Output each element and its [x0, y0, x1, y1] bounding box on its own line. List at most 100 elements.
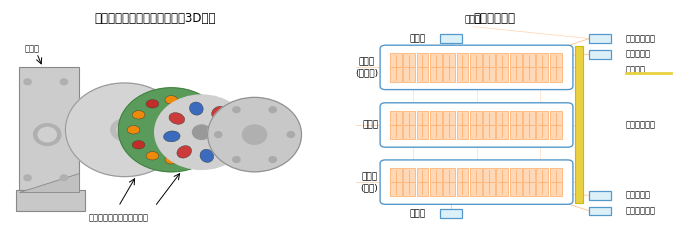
Bar — [510, 53, 522, 82]
Text: アキシャルギャップモータ: アキシャルギャップモータ — [88, 214, 148, 223]
Text: 回転子: 回転子 — [362, 120, 378, 130]
Ellipse shape — [203, 126, 216, 134]
Bar — [430, 111, 442, 139]
Bar — [390, 111, 402, 139]
Ellipse shape — [198, 140, 210, 149]
Ellipse shape — [165, 156, 177, 164]
Circle shape — [117, 124, 132, 136]
Circle shape — [33, 124, 61, 146]
Text: ベアリング: ベアリング — [626, 191, 651, 200]
Bar — [483, 168, 495, 196]
Ellipse shape — [211, 106, 226, 119]
Bar — [549, 168, 562, 196]
Circle shape — [160, 122, 182, 138]
Circle shape — [111, 119, 138, 141]
Bar — [549, 111, 562, 139]
Bar — [456, 111, 469, 139]
Circle shape — [24, 79, 31, 85]
Circle shape — [61, 175, 67, 181]
FancyBboxPatch shape — [380, 103, 573, 147]
Ellipse shape — [184, 152, 197, 160]
Bar — [483, 53, 495, 82]
Bar — [441, 209, 462, 218]
Bar — [456, 168, 469, 196]
Circle shape — [192, 125, 211, 140]
Text: シャフト: シャフト — [626, 65, 646, 74]
FancyBboxPatch shape — [302, 2, 680, 248]
Ellipse shape — [132, 140, 145, 149]
FancyBboxPatch shape — [16, 190, 85, 212]
Ellipse shape — [163, 131, 180, 142]
Ellipse shape — [132, 110, 145, 119]
Circle shape — [118, 88, 224, 172]
Bar — [590, 50, 611, 58]
Bar — [403, 168, 415, 196]
Text: ケース: ケース — [409, 34, 426, 43]
Ellipse shape — [146, 152, 159, 160]
Text: アキシャルギャップモータの3D形状: アキシャルギャップモータの3D形状 — [94, 12, 216, 25]
Bar — [390, 168, 402, 196]
Bar — [537, 111, 548, 139]
Text: ケース: ケース — [409, 209, 426, 218]
Bar — [549, 53, 562, 82]
Bar — [575, 46, 583, 203]
Bar — [590, 206, 611, 215]
Circle shape — [233, 157, 240, 162]
Circle shape — [24, 175, 31, 181]
Bar — [483, 111, 495, 139]
Circle shape — [243, 125, 267, 144]
Ellipse shape — [165, 96, 177, 104]
Bar — [430, 168, 442, 196]
Circle shape — [233, 107, 240, 112]
Bar — [496, 53, 509, 82]
Bar — [390, 53, 402, 82]
Ellipse shape — [146, 100, 159, 108]
FancyBboxPatch shape — [18, 68, 79, 192]
Text: 固定子
(負荷側): 固定子 (負荷側) — [355, 57, 378, 78]
Bar — [523, 53, 535, 82]
Text: ミドルケース: ミドルケース — [626, 120, 656, 130]
Ellipse shape — [169, 112, 185, 124]
Bar — [537, 53, 548, 82]
Bar — [496, 168, 509, 196]
Bar — [443, 111, 455, 139]
Ellipse shape — [218, 140, 234, 152]
Circle shape — [207, 98, 301, 172]
Bar — [590, 191, 611, 200]
Bar — [417, 168, 428, 196]
Bar — [403, 111, 415, 139]
Circle shape — [287, 132, 294, 138]
Circle shape — [269, 157, 276, 162]
Bar — [510, 168, 522, 196]
Bar — [470, 168, 481, 196]
FancyBboxPatch shape — [0, 2, 312, 248]
Text: シャフト先端: シャフト先端 — [626, 206, 656, 216]
Circle shape — [65, 83, 184, 176]
Bar — [456, 53, 469, 82]
Bar — [537, 168, 548, 196]
Bar — [590, 34, 611, 43]
Ellipse shape — [184, 100, 197, 108]
Text: 熱回路モデル: 熱回路モデル — [474, 12, 515, 25]
Bar — [417, 111, 428, 139]
FancyBboxPatch shape — [380, 45, 573, 90]
FancyBboxPatch shape — [380, 160, 573, 204]
Bar — [443, 53, 455, 82]
Bar — [417, 53, 428, 82]
Ellipse shape — [190, 102, 203, 115]
Bar — [496, 111, 509, 139]
Ellipse shape — [200, 149, 214, 162]
Bar — [430, 53, 442, 82]
Ellipse shape — [177, 146, 192, 158]
Text: シャフト先端: シャフト先端 — [626, 34, 656, 43]
Bar — [510, 111, 522, 139]
Text: 縦定盤: 縦定盤 — [24, 44, 39, 53]
Text: 縦定盤: 縦定盤 — [465, 15, 481, 24]
Bar — [443, 168, 455, 196]
Circle shape — [215, 132, 222, 138]
Bar — [470, 53, 481, 82]
Polygon shape — [18, 173, 79, 192]
Bar — [523, 168, 535, 196]
Circle shape — [61, 79, 67, 85]
Circle shape — [269, 107, 276, 112]
